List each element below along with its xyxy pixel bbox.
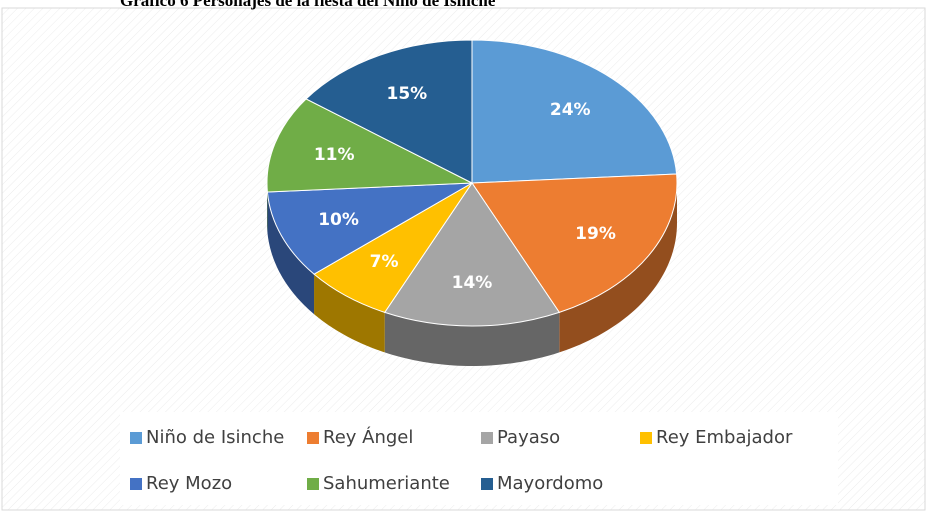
- slice: [305, 39, 473, 184]
- legend-box: [120, 412, 838, 505]
- slice: [266, 98, 474, 193]
- legend-swatch: [640, 432, 652, 444]
- data-label: 24%: [550, 100, 591, 120]
- legend-label: Payaso: [497, 427, 560, 448]
- data-label: 7%: [370, 252, 399, 272]
- legend-label: Rey Embajador: [656, 427, 793, 448]
- legend-label: Rey Mozo: [146, 473, 232, 494]
- slice: [383, 182, 561, 327]
- slice-side: [314, 274, 385, 353]
- legend-swatch: [130, 432, 142, 444]
- legend-label: Sahumeriante: [323, 473, 450, 494]
- data-label: 11%: [314, 145, 355, 165]
- slice-side: [384, 312, 560, 366]
- legend-label: Niño de Isinche: [146, 427, 284, 448]
- chart-title: Gráfico 6 Personajes de la fiesta del Ni…: [120, 0, 496, 10]
- legend-swatch: [307, 432, 319, 444]
- legend-swatch: [307, 478, 319, 490]
- data-label: 10%: [318, 210, 359, 230]
- data-label: 14%: [452, 273, 493, 293]
- legend-label: Rey Ángel: [323, 426, 413, 448]
- slice: [471, 39, 678, 184]
- data-label: 15%: [387, 84, 428, 104]
- legend-swatch: [481, 432, 493, 444]
- slice: [471, 173, 678, 313]
- legend-label: Mayordomo: [497, 473, 603, 494]
- data-label: 19%: [575, 224, 616, 244]
- legend-swatch: [481, 478, 493, 490]
- slice: [266, 182, 473, 275]
- slice-side: [559, 183, 677, 353]
- legend-swatch: [130, 478, 142, 490]
- slice-side: [267, 191, 315, 315]
